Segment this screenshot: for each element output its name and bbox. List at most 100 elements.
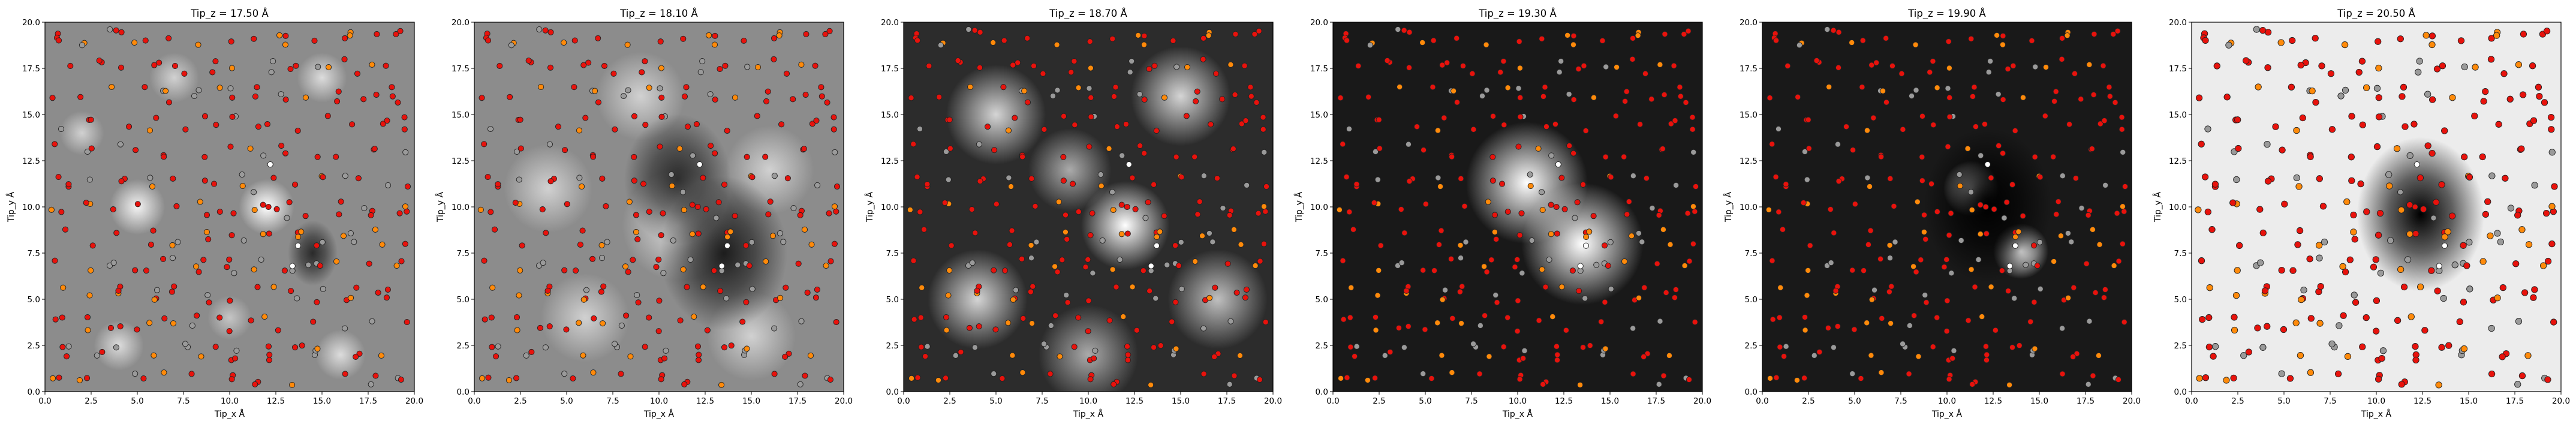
atom-carbon xyxy=(1906,322,1913,329)
atom-nitrogen xyxy=(1029,320,1036,327)
atom-oxygen xyxy=(1431,267,1438,274)
atom-oxygen xyxy=(1930,344,1936,350)
atom-oxygen xyxy=(1376,145,1383,152)
atom-oxygen xyxy=(580,62,587,68)
atom-nitrogen xyxy=(711,41,718,48)
atom-oxygen xyxy=(133,147,139,154)
atom-oxygen xyxy=(1660,372,1667,379)
atom-oxygen xyxy=(572,267,579,274)
atom-carbon xyxy=(976,141,983,148)
atom-carbon xyxy=(1054,87,1061,94)
atom-oxygen xyxy=(2208,226,2216,233)
atom-oxygen xyxy=(1641,284,1648,291)
atom-oxygen xyxy=(1470,126,1477,133)
atom-oxygen xyxy=(254,84,260,91)
atom-oxygen xyxy=(1934,209,1940,215)
panel-6: 0.0 2.5 5.0 7.5 10.0 12.5 15.0 17.5 20.00.02.55.… xyxy=(2153,8,2570,419)
atom-carbon xyxy=(1528,237,1535,244)
atom-oxygen xyxy=(282,150,289,157)
atom-carbon xyxy=(798,318,805,324)
y-tick-label: 0.0 xyxy=(1745,387,1758,397)
atom-oxygen xyxy=(680,35,687,42)
atom-nitrogen xyxy=(170,320,177,327)
atom-oxygen xyxy=(1091,355,1097,362)
atom-oxygen xyxy=(1024,99,1031,106)
y-tick-label: 17.5 xyxy=(2169,64,2187,74)
atom-oxygen xyxy=(1183,113,1190,119)
atom-nitrogen xyxy=(1805,267,1811,273)
x-tick-label: 7.5 xyxy=(606,396,619,406)
atom-oxygen xyxy=(2421,327,2428,334)
atom-carbon xyxy=(1092,347,1099,354)
atom-oxygen xyxy=(1800,200,1807,206)
x-tick-label: 15.0 xyxy=(742,396,760,406)
atom-nitrogen xyxy=(624,41,631,48)
atom-oxygen xyxy=(2000,97,2006,103)
atom-oxygen xyxy=(1476,371,1483,377)
atom-oxygen xyxy=(1406,64,1413,71)
atom-carbon xyxy=(612,341,618,347)
atom-oxygen xyxy=(2352,299,2360,306)
atom-carbon xyxy=(1948,270,1955,276)
atom-nitrogen xyxy=(479,375,486,381)
atom-oxygen xyxy=(1242,118,1249,124)
atom-nitrogen xyxy=(2316,320,2324,327)
atom-oxygen xyxy=(599,175,606,182)
y-tick-label: 0.0 xyxy=(1316,387,1328,397)
atom-carbon xyxy=(1945,85,1951,92)
atom-carbon xyxy=(546,141,553,148)
atom-carbon xyxy=(1442,287,1449,293)
y-tick-label: 5.0 xyxy=(457,295,470,305)
atom-oxygen xyxy=(991,147,998,154)
atom-carbon xyxy=(735,261,741,268)
atom-oxygen xyxy=(2375,38,2382,45)
atom-oxygen xyxy=(1088,94,1094,101)
atom-nitrogen xyxy=(777,294,784,301)
atom-oxygen xyxy=(1548,202,1554,208)
atom-oxygen xyxy=(1921,212,1928,218)
atom-carbon xyxy=(1630,173,1636,179)
atom-oxygen xyxy=(831,240,838,247)
atom-oxygen xyxy=(2307,315,2315,322)
atom-oxygen xyxy=(1145,199,1151,206)
atom-nitrogen xyxy=(2397,266,2405,273)
atom-oxygen xyxy=(595,99,602,106)
atom-oxygen xyxy=(2296,227,2304,234)
atom-oxygen xyxy=(1643,175,1650,182)
atom-oxygen xyxy=(56,374,62,381)
atom-carbon xyxy=(1515,85,1522,92)
atom-oxygen xyxy=(1494,299,1500,306)
atom-nitrogen xyxy=(505,377,512,384)
atom-oxygen xyxy=(1671,294,1678,301)
atom-nitrogen xyxy=(2089,226,2096,233)
atom-carbon xyxy=(2342,86,2349,94)
atom-carbon xyxy=(1244,182,1250,188)
atom-oxygen xyxy=(324,113,331,119)
y-tick-label: 2.5 xyxy=(886,341,899,351)
atom-nitrogen xyxy=(1009,352,1016,359)
molecule-atom-hydrogen xyxy=(1555,161,1561,168)
atom-oxygen xyxy=(2358,58,2366,65)
atom-nitrogen xyxy=(831,203,838,210)
atom-oxygen xyxy=(1085,256,1091,263)
atom-nitrogen xyxy=(1227,61,1234,68)
atom-oxygen xyxy=(943,314,950,321)
atom-oxygen xyxy=(384,286,391,293)
atom-oxygen xyxy=(1260,114,1266,121)
atom-nitrogen xyxy=(2295,183,2303,190)
atom-nitrogen xyxy=(676,145,683,152)
atom-oxygen xyxy=(1888,283,1895,290)
atom-oxygen xyxy=(1157,342,1164,349)
atom-oxygen xyxy=(156,59,162,66)
atom-oxygen xyxy=(783,70,790,77)
atom-oxygen xyxy=(1630,371,1636,377)
atom-oxygen xyxy=(936,94,943,100)
atom-carbon xyxy=(2415,68,2422,76)
atom-oxygen xyxy=(711,267,717,274)
atom-oxygen xyxy=(941,200,948,206)
molecule-atom-hydrogen xyxy=(1126,161,1132,168)
atom-carbon xyxy=(943,148,950,155)
atom-oxygen xyxy=(1598,318,1605,325)
plot-area xyxy=(2192,22,2561,392)
atom-carbon xyxy=(1127,69,1133,76)
